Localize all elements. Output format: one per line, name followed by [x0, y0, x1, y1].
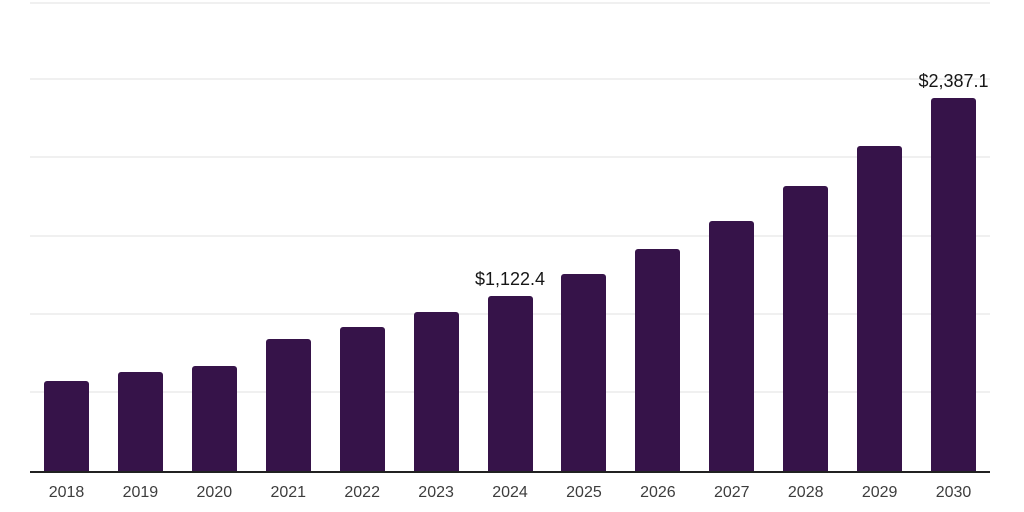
x-tick-2022: 2022	[344, 484, 380, 501]
data-label-2024: $1,122.4	[474, 268, 546, 289]
bar-2019[interactable]	[117, 371, 163, 471]
x-tick-2026: 2026	[640, 484, 676, 501]
bar-2029[interactable]	[857, 145, 903, 471]
bar-2027[interactable]	[709, 220, 755, 471]
x-tick-2028: 2028	[787, 484, 824, 501]
gridline-2500	[30, 78, 990, 81]
gridline-3000	[30, 2, 990, 4]
bar-2024[interactable]	[487, 295, 533, 471]
x-tick-2020: 2020	[196, 484, 233, 501]
bar-2022[interactable]	[339, 326, 385, 471]
bar-2018[interactable]	[44, 381, 89, 471]
x-tick-2019: 2019	[122, 484, 159, 501]
bar-2025[interactable]	[561, 273, 607, 471]
bar-2030[interactable]	[931, 97, 977, 471]
bar-2023[interactable]	[413, 311, 459, 471]
x-tick-2027: 2027	[713, 484, 750, 501]
plot-area: $1,122.4 $2,387.1	[30, 2, 990, 473]
data-label-2030: $2,387.1	[918, 70, 989, 91]
bar-2026[interactable]	[635, 249, 681, 471]
x-tick-2030: 2030	[935, 484, 972, 501]
x-tick-2024: 2024	[492, 484, 528, 501]
bar-2020[interactable]	[191, 365, 237, 471]
x-tick-2023: 2023	[418, 484, 454, 501]
bar-2028[interactable]	[783, 185, 829, 471]
bar-2021[interactable]	[265, 338, 311, 471]
x-tick-2025: 2025	[566, 484, 602, 501]
x-tick-2029: 2029	[861, 484, 898, 501]
x-tick-2018: 2018	[48, 484, 85, 501]
gridline-2000	[30, 156, 990, 159]
x-tick-2021: 2021	[270, 484, 307, 501]
gridline-1500	[30, 234, 990, 237]
